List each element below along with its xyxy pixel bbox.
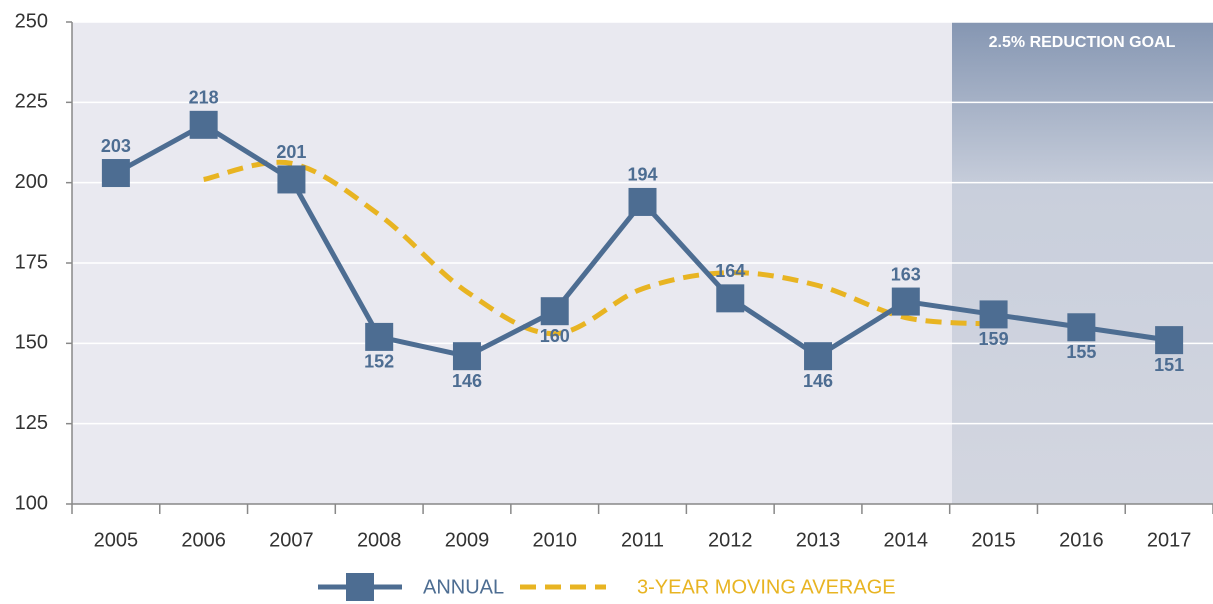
data-point <box>189 110 218 139</box>
legend-label: ANNUAL <box>423 576 504 598</box>
x-tick-label: 2010 <box>532 529 577 551</box>
data-point <box>891 287 920 316</box>
data-label: 152 <box>364 352 394 372</box>
data-point <box>365 322 394 351</box>
data-point <box>452 342 481 371</box>
data-label: 146 <box>452 371 482 391</box>
legend-marker <box>346 573 374 601</box>
data-label: 146 <box>803 371 833 391</box>
data-label: 218 <box>189 88 219 108</box>
data-label: 163 <box>891 264 921 284</box>
x-tick-label: 2014 <box>884 529 929 551</box>
data-label: 203 <box>101 136 131 156</box>
y-tick-label: 125 <box>15 412 48 434</box>
data-point <box>277 165 306 194</box>
data-point <box>716 284 745 313</box>
x-tick-label: 2013 <box>796 529 841 551</box>
legend-label: 3-YEAR MOVING AVERAGE <box>637 576 896 598</box>
x-tick-label: 2006 <box>181 529 226 551</box>
x-tick-label: 2011 <box>621 529 664 551</box>
data-point <box>540 297 569 326</box>
data-point <box>628 187 657 216</box>
x-tick-label: 2016 <box>1059 529 1104 551</box>
data-point <box>101 159 130 188</box>
x-tick-label: 2012 <box>708 529 753 551</box>
x-tick-label: 2007 <box>269 529 314 551</box>
data-label: 160 <box>540 326 570 346</box>
data-point <box>1067 313 1096 342</box>
data-label: 155 <box>1066 342 1096 362</box>
x-tick-label: 2005 <box>94 529 139 551</box>
data-label: 159 <box>979 329 1009 349</box>
y-tick-label: 100 <box>15 492 48 514</box>
data-point <box>979 300 1008 329</box>
x-tick-label: 2008 <box>357 529 402 551</box>
moving-average-line <box>203 159 994 337</box>
goal-label: 2.5% REDUCTION GOAL <box>989 34 1176 51</box>
y-tick-label: 150 <box>15 332 48 354</box>
data-point <box>804 342 833 371</box>
y-tick-label: 225 <box>15 91 48 113</box>
x-tick-label: 2017 <box>1147 529 1192 551</box>
x-tick-label: 2015 <box>971 529 1016 551</box>
data-point <box>1155 326 1184 355</box>
data-label: 194 <box>627 165 657 185</box>
x-tick-label: 2009 <box>445 529 490 551</box>
y-tick-label: 250 <box>15 10 48 32</box>
y-tick-label: 200 <box>15 171 48 193</box>
data-label: 201 <box>276 142 306 162</box>
y-tick-label: 175 <box>15 251 48 273</box>
data-label: 151 <box>1154 355 1184 375</box>
data-label: 164 <box>715 261 745 281</box>
